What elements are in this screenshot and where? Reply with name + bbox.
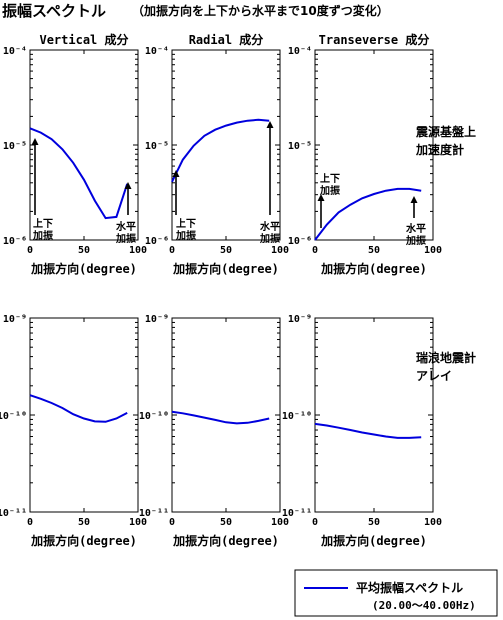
chart-panel-3: 0 50 100 10⁻⁶ 10⁻⁵ 10⁻⁴ Transeverse 成分加振方向(deg… <box>288 32 442 276</box>
x-tick-label: 50 <box>220 245 232 256</box>
y-tick-label: 10⁻¹⁰ <box>139 411 169 422</box>
x-tick-label: 0 <box>312 245 318 256</box>
y-tick-label: 10⁻¹¹ <box>282 508 312 519</box>
y-tick-label: 10⁻⁶ <box>288 236 312 247</box>
y-tick-label: 10⁻⁴ <box>288 46 312 57</box>
x-axis-label: 加振方向(degree) <box>172 261 279 276</box>
legend-label-2: (20.00〜40.00Hz) <box>372 599 476 612</box>
legend-label-1: 平均振幅スペクトル <box>356 580 463 595</box>
y-tick-label: 10⁻⁹ <box>288 314 312 325</box>
y-tick-label: 10⁻⁹ <box>145 314 169 325</box>
plot-frame <box>29 49 139 241</box>
row-label-2-line-2: アレイ <box>416 369 452 383</box>
horizontal-excitation-arrow-3-head <box>410 196 418 203</box>
horizontal-excitation-2-label-line-2: 加振 <box>259 232 280 245</box>
chart-panel-6: 0 50 100 10⁻¹¹ 10⁻¹⁰ 10⁻⁹ 加振方向(degree) <box>282 314 442 548</box>
x-axis-label: 加振方向(degree) <box>320 533 427 548</box>
horizontal-excitation-3-label-line-2: 加振 <box>405 234 426 247</box>
y-tick-label: 10⁻¹¹ <box>0 508 27 519</box>
plot-frame <box>171 49 281 241</box>
horizontal-excitation-1-label-line-2: 加振 <box>115 232 136 245</box>
legend: 平均振幅スペクトル (20.00〜40.00Hz) <box>294 569 498 617</box>
x-tick-label: 50 <box>368 517 380 528</box>
y-tick-label: 10⁻¹⁰ <box>0 411 27 422</box>
y-tick-label: 10⁻⁵ <box>288 141 312 152</box>
chart-panel-5: 0 50 100 10⁻¹¹ 10⁻¹⁰ 10⁻⁹ 加振方向(degree) <box>139 314 289 548</box>
panel-title: Radial 成分 <box>189 32 264 47</box>
y-tick-label: 10⁻⁵ <box>3 141 27 152</box>
chart-panel-1: 0 50 100 10⁻⁶ 10⁻⁵ 10⁻⁴ Vertical 成分加振方向(degree… <box>3 32 147 276</box>
horizontal-excitation-arrow-1-head <box>124 182 132 189</box>
x-tick-label: 50 <box>368 245 380 256</box>
x-tick-label: 0 <box>27 245 33 256</box>
chart-panel-4: 0 50 100 10⁻¹¹ 10⁻¹⁰ 10⁻⁹ 加振方向(degree) <box>0 314 147 548</box>
vertical-excitation-2-label-line-2: 加振 <box>175 229 196 242</box>
figure-subtitle: （加振方向を上下から水平まで10度ずつ変化） <box>132 3 389 18</box>
vertical-excitation-arrow-2-head <box>172 170 180 177</box>
x-axis-label: 加振方向(degree) <box>30 533 137 548</box>
series-line <box>29 394 128 423</box>
y-tick-label: 10⁻⁴ <box>145 46 169 57</box>
vertical-excitation-arrow-1-head <box>31 138 39 145</box>
x-axis-label: 加振方向(degree) <box>172 533 279 548</box>
row-label-1-line-2: 加速度計 <box>415 142 464 157</box>
x-tick-label: 0 <box>169 245 175 256</box>
row-label-1-line-1: 震源基盤上 <box>416 124 476 139</box>
y-tick-label: 10⁻⁶ <box>145 236 169 247</box>
x-tick-label: 100 <box>271 517 289 528</box>
x-tick-label: 100 <box>129 517 147 528</box>
legend-box <box>294 569 498 617</box>
y-tick-label: 10⁻¹⁰ <box>282 411 312 422</box>
row-label-2-line-1: 瑞浪地震計 <box>416 350 476 365</box>
x-tick-label: 100 <box>424 517 442 528</box>
horizontal-excitation-1-label-line-1: 水平 <box>115 220 136 233</box>
x-tick-label: 100 <box>424 245 442 256</box>
panel-title: Transeverse 成分 <box>319 32 430 47</box>
vertical-excitation-2-label-line-1: 上下 <box>176 217 196 230</box>
figure-title: 振幅スペクトル <box>2 2 106 20</box>
y-tick-label: 10⁻⁴ <box>3 46 27 57</box>
series-line <box>314 422 422 439</box>
x-tick-label: 50 <box>78 245 90 256</box>
series-line <box>171 410 270 425</box>
series-line <box>171 118 270 183</box>
plot-frame <box>314 317 434 513</box>
series-line <box>29 127 129 220</box>
x-tick-label: 0 <box>27 517 33 528</box>
y-tick-label: 10⁻⁹ <box>3 314 27 325</box>
x-tick-label: 100 <box>129 245 147 256</box>
vertical-excitation-3-label-line-1: 上下 <box>320 172 340 185</box>
y-tick-label: 10⁻⁵ <box>145 141 169 152</box>
vertical-excitation-3-label-line-2: 加振 <box>319 184 340 197</box>
x-tick-label: 50 <box>220 517 232 528</box>
series-line <box>314 187 422 241</box>
x-tick-label: 0 <box>312 517 318 528</box>
x-axis-label: 加振方向(degree) <box>320 261 427 276</box>
x-tick-label: 50 <box>78 517 90 528</box>
x-tick-label: 0 <box>169 517 175 528</box>
y-tick-label: 10⁻⁶ <box>3 236 27 247</box>
vertical-excitation-1-label-line-2: 加振 <box>32 229 53 242</box>
horizontal-excitation-3-label-line-1: 水平 <box>405 222 426 235</box>
panel-title: Vertical 成分 <box>39 32 128 47</box>
vertical-excitation-arrow-3-head <box>317 194 325 201</box>
vertical-excitation-1-label-line-1: 上下 <box>33 217 53 230</box>
horizontal-excitation-arrow-2-head <box>266 121 274 128</box>
x-axis-label: 加振方向(degree) <box>30 261 137 276</box>
y-tick-label: 10⁻¹¹ <box>139 508 169 519</box>
horizontal-excitation-2-label-line-1: 水平 <box>259 220 280 233</box>
x-tick-label: 100 <box>271 245 289 256</box>
